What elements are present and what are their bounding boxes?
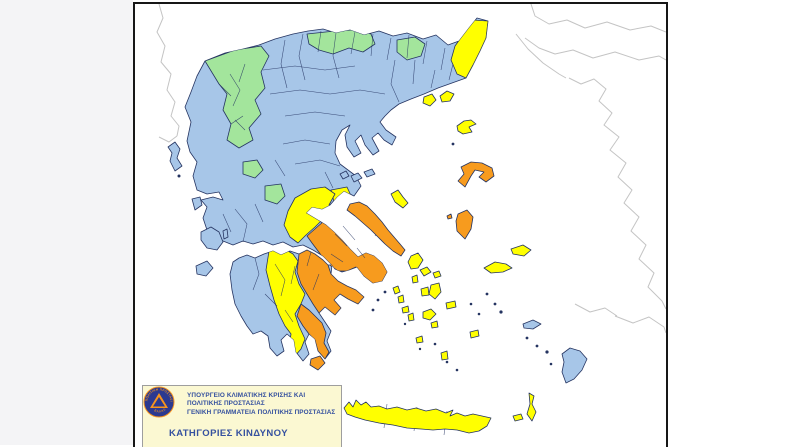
foreign-borders xyxy=(156,4,666,334)
gallipoli-outline xyxy=(515,33,567,79)
island-psara xyxy=(446,213,453,220)
small-islets xyxy=(177,142,553,372)
zone-corinthia-argolida-orange xyxy=(296,249,365,316)
island-amorgos xyxy=(445,300,457,310)
island-ikaria xyxy=(483,261,513,274)
sporades-islands xyxy=(339,168,409,209)
island-skiathos xyxy=(339,170,350,180)
zone-serres-green xyxy=(396,36,426,61)
island-kasos xyxy=(512,413,524,422)
island-tinos xyxy=(419,266,432,277)
zone-trikala-green xyxy=(242,159,264,179)
ministry-name: ΥΠΟΥΡΓΕΙΟ ΚΛΙΜΑΤΙΚΗΣ ΚΡΙΣΗΣ ΚΑΙ ΠΟΛΙΤΙΚΗ… xyxy=(187,392,339,417)
island-skopelos xyxy=(350,172,363,183)
anatolia-sw-coast-outline xyxy=(574,303,666,334)
island-milos xyxy=(422,308,437,321)
albania-border-outline xyxy=(156,4,180,143)
logo-ring-bottom-text: ΕΛΛΑΣ xyxy=(154,407,167,413)
danger-zones xyxy=(204,19,488,360)
danger-categories-title: ΚΑΤΗΓΟΡΙΕΣ ΚΙΝΔΥΝΟΥ xyxy=(169,428,288,439)
logo-inner-triangle xyxy=(153,397,165,407)
island-rhodes xyxy=(561,347,588,384)
island-euboea xyxy=(346,201,406,257)
island-alonissos xyxy=(363,168,376,178)
ministry-line-1: ΥΠΟΥΡΓΕΙΟ ΚΛΙΜΑΤΙΚΗΣ ΚΡΙΣΗΣ ΚΑΙ xyxy=(187,392,306,399)
island-kea xyxy=(392,285,401,295)
cyclades-islands xyxy=(392,252,480,361)
prefecture-division-lines xyxy=(218,30,454,436)
island-limnos xyxy=(456,119,477,135)
island-corfu xyxy=(167,141,183,172)
island-samos xyxy=(510,244,532,257)
legend-box: ΠΟΛΙΤΙΚΗ ΠΡΟΣΤΑΣΙΑ ΕΛΛΑΣ ΥΠΟΥΡΓΕΙΟ ΚΛΙΜΑ… xyxy=(142,385,342,447)
island-syros xyxy=(411,274,419,284)
page-left-margin xyxy=(0,0,133,445)
island-kos xyxy=(522,319,542,330)
island-sifnos xyxy=(407,312,415,322)
dodecanese-islands xyxy=(512,319,588,422)
ministry-line-2: ΠΟΛΙΤΙΚΗΣ ΠΡΟΣΤΑΣΙΑΣ xyxy=(187,400,265,408)
greece-fire-danger-map xyxy=(156,4,666,436)
island-serifos xyxy=(401,305,410,314)
civil-protection-logo: ΠΟΛΙΤΙΚΗ ΠΡΟΣΤΑΣΙΑ ΕΛΛΑΣ xyxy=(143,386,175,418)
ionian-islands xyxy=(167,141,229,277)
north-aegean-islands xyxy=(422,90,532,274)
island-kefalonia xyxy=(200,226,224,251)
island-andros xyxy=(407,252,424,270)
island-ithaca xyxy=(222,228,229,240)
island-kythnos xyxy=(397,294,405,304)
zone-evros-yellow xyxy=(450,19,488,79)
zone-laconia-east-orange xyxy=(296,303,330,360)
island-skyros xyxy=(390,189,409,209)
island-naxos xyxy=(428,282,442,300)
turkey-marmara-outline xyxy=(524,4,666,61)
map-frame: ΠΟΛΙΤΙΚΗ ΠΡΟΣΤΑΣΙΑ ΕΛΛΑΣ ΥΠΟΥΡΓΕΙΟ ΚΛΙΜΑ… xyxy=(133,2,668,447)
island-samothraki xyxy=(439,90,455,103)
island-ios xyxy=(430,320,439,329)
island-thasos xyxy=(422,93,437,107)
island-karpathos xyxy=(526,392,537,422)
island-folegandros xyxy=(415,335,424,344)
anatolia-coast-outline xyxy=(568,77,666,310)
island-crete xyxy=(343,399,492,434)
island-mykonos xyxy=(432,270,442,279)
ministry-line-3: ΓΕΝΙΚΗ ΓΡΑΜΜΑΤΕΙΑ ΠΟΛΙΤΙΚΗΣ ΠΡΟΣΤΑΣΙΑΣ xyxy=(187,408,336,416)
island-santorini xyxy=(440,350,449,361)
island-kythira xyxy=(309,355,326,371)
zone-karditsa-green xyxy=(264,183,286,205)
island-chios xyxy=(455,209,474,240)
island-astypalaia xyxy=(469,329,480,339)
island-zakynthos xyxy=(195,260,214,277)
island-paros xyxy=(420,286,430,297)
island-lesbos xyxy=(457,161,495,188)
island-lefkada xyxy=(191,196,203,211)
